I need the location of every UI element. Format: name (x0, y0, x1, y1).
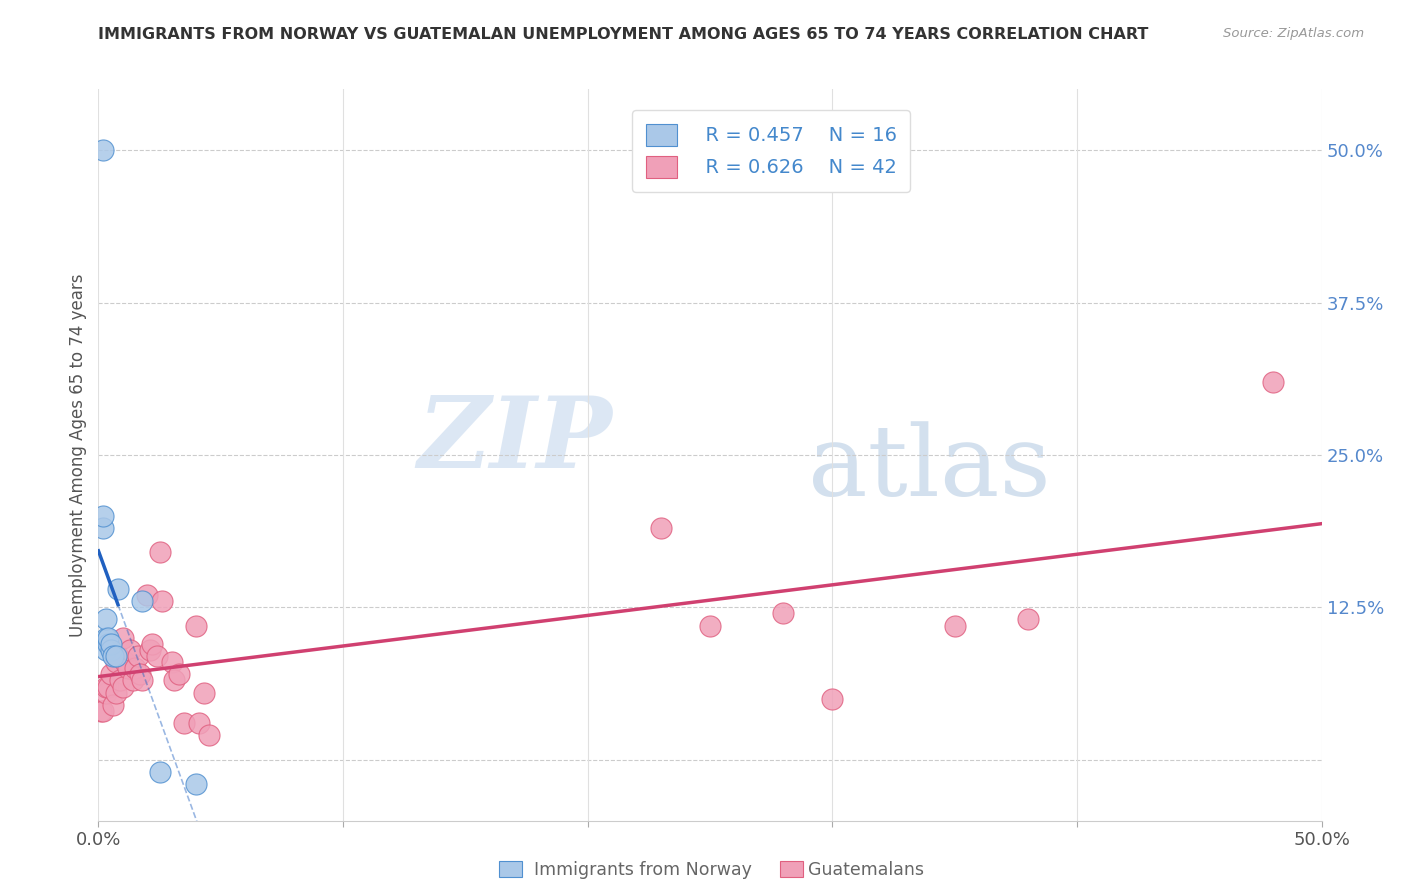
Text: Source: ZipAtlas.com: Source: ZipAtlas.com (1223, 27, 1364, 40)
Point (94, 643, 117, 657)
Point (1017, 613, 1039, 627)
Point (131, 594, 153, 608)
Point (91, 508, 114, 523)
Point (97, 637, 120, 651)
Y-axis label: Unemployment Among Ages 65 to 74 years: Unemployment Among Ages 65 to 74 years (69, 273, 87, 637)
Text: Guatemalans: Guatemalans (808, 861, 925, 879)
Text: IMMIGRANTS FROM NORWAY VS GUATEMALAN UNEMPLOYMENT AMONG AGES 65 TO 74 YEARS CORR: IMMIGRANTS FROM NORWAY VS GUATEMALAN UNE… (98, 27, 1149, 42)
Legend:   R = 0.457    N = 16,   R = 0.626    N = 42: R = 0.457 N = 16, R = 0.626 N = 42 (633, 110, 910, 192)
Point (772, 607, 794, 621)
Point (943, 618, 966, 632)
Point (124, 661, 146, 675)
Point (97, 680, 120, 694)
Point (100, 667, 122, 681)
Point (101, 698, 124, 712)
Point (187, 716, 209, 731)
Point (149, 545, 172, 559)
Point (107, 649, 129, 664)
Point (94, 613, 117, 627)
Point (107, 582, 129, 596)
Point (101, 649, 124, 664)
Point (186, 618, 208, 632)
Point (97, 631, 120, 645)
Point (111, 680, 134, 694)
Point (821, 691, 844, 706)
Point (94, 631, 117, 645)
Point (91, 704, 114, 718)
Point (167, 667, 190, 681)
Point (104, 686, 127, 700)
Point (139, 643, 162, 657)
Point (91, 143, 114, 157)
Point (163, 673, 186, 688)
Point (1261, 375, 1284, 389)
Point (146, 649, 169, 664)
Point (91, 521, 114, 535)
Point (121, 673, 143, 688)
Point (193, 686, 215, 700)
Point (150, 594, 173, 608)
Point (129, 667, 152, 681)
Point (94, 686, 117, 700)
Text: Immigrants from Norway: Immigrants from Norway (534, 861, 752, 879)
Point (173, 716, 195, 731)
Point (100, 637, 122, 651)
Point (111, 631, 134, 645)
Point (94, 680, 117, 694)
Point (136, 588, 159, 602)
Point (186, 777, 208, 791)
Point (117, 661, 139, 675)
Point (650, 521, 672, 535)
Point (131, 673, 153, 688)
Text: atlas: atlas (808, 422, 1050, 517)
Point (114, 655, 136, 669)
Point (120, 643, 142, 657)
Point (160, 655, 183, 669)
Point (90, 704, 112, 718)
Point (149, 764, 172, 779)
Point (141, 637, 163, 651)
Point (197, 728, 219, 742)
Point (127, 649, 149, 664)
Text: ZIP: ZIP (418, 392, 612, 489)
Point (104, 649, 127, 664)
Point (110, 673, 132, 688)
Point (699, 618, 721, 632)
Point (104, 655, 127, 669)
Point (100, 643, 122, 657)
